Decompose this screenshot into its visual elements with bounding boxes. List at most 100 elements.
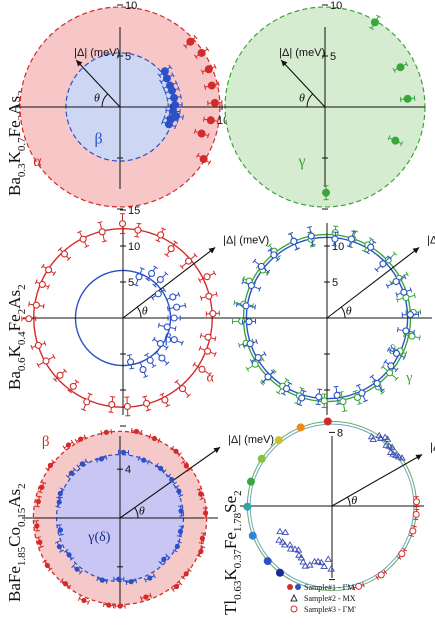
row2-sub: 2 <box>16 284 28 290</box>
error-cap <box>187 467 192 472</box>
error-cap <box>186 393 191 398</box>
data-point-γ(δ) <box>147 575 153 581</box>
error-cap <box>184 302 187 308</box>
error-cap <box>413 292 416 298</box>
y-axis-label: |Δ| (meV) <box>223 234 269 246</box>
error-cap <box>333 385 339 388</box>
data-point-δ <box>246 340 254 348</box>
data-point-β <box>156 340 164 348</box>
error-cap <box>385 283 389 289</box>
error-cap <box>180 94 182 100</box>
error-cap <box>37 490 43 494</box>
data-point-δ <box>264 373 272 381</box>
error-cap <box>213 64 217 70</box>
data-point-sample1 <box>274 436 283 445</box>
error-cap <box>108 411 114 414</box>
error-cap <box>51 459 56 464</box>
data-point-β <box>158 354 166 362</box>
error-cap <box>351 230 357 233</box>
data-point-sample2 <box>291 545 299 552</box>
error-cap <box>383 359 388 364</box>
data-point-β <box>162 74 171 83</box>
row3-el: As <box>5 489 24 508</box>
error-cap <box>174 124 177 130</box>
error-cap <box>57 496 64 499</box>
error-cap <box>371 379 377 383</box>
error-cap <box>178 581 183 586</box>
error-cap <box>352 585 356 591</box>
data-point-α <box>32 301 40 309</box>
data-point-sample2 <box>281 528 290 535</box>
data-point-β <box>35 498 42 505</box>
error-cap <box>159 79 163 85</box>
data-point-δ <box>333 391 341 399</box>
error-cap <box>207 133 210 139</box>
error-cap <box>338 391 344 393</box>
error-cap <box>270 369 276 374</box>
arrow-head <box>213 447 221 454</box>
error-cap <box>275 257 281 262</box>
error-cap <box>193 54 198 60</box>
error-cap <box>403 274 407 280</box>
data-point-sample3 <box>377 571 385 579</box>
row-label-4: Tl0.63K0.37Fe1.78Se2 <box>221 490 244 615</box>
error-cap <box>84 458 89 464</box>
data-point-α <box>185 257 193 265</box>
error-cap <box>307 226 313 228</box>
y-tick-label: 5 <box>128 277 134 289</box>
data-point-γ(δ) <box>98 456 105 462</box>
error-cap <box>78 570 83 575</box>
error-cap <box>207 160 212 166</box>
error-cap <box>346 245 352 248</box>
error-cap <box>193 252 198 258</box>
error-cap <box>236 301 238 308</box>
error-cap <box>172 549 178 553</box>
error-cap <box>74 379 80 384</box>
error-cap <box>76 464 81 470</box>
y-tick-label: 5 <box>125 51 131 63</box>
data-point-δ <box>254 353 262 362</box>
error-cap <box>67 584 72 590</box>
arrow-head <box>76 60 83 67</box>
data-point-γ(δ) <box>57 490 63 497</box>
error-cap <box>140 429 143 435</box>
error-cap <box>42 303 45 309</box>
data-point-γ <box>238 317 246 325</box>
error-cap <box>144 352 149 357</box>
error-cap <box>155 239 161 243</box>
row2-el: Fe <box>5 314 24 331</box>
error-cap <box>363 399 369 403</box>
error-cap <box>165 553 170 558</box>
data-point-sample3 <box>413 498 421 506</box>
y-axis-label: |Δ| (meV) <box>279 47 325 59</box>
error-cap <box>30 344 34 351</box>
data-point-α <box>206 116 215 125</box>
data-point-γ <box>396 63 405 72</box>
data-point-β <box>151 435 158 442</box>
data-point-sample2 <box>280 541 289 548</box>
error-cap <box>177 86 180 92</box>
data-point-γ(δ) <box>128 579 134 585</box>
error-cap <box>177 505 184 507</box>
data-point-sample1 <box>323 417 332 426</box>
data-point-γ(δ) <box>158 465 164 471</box>
error-cap <box>216 118 219 124</box>
data-point-β <box>62 581 69 587</box>
data-point-β <box>81 597 87 604</box>
error-cap <box>168 64 173 70</box>
error-cap <box>392 346 396 351</box>
data-point-β <box>148 269 156 278</box>
error-cap <box>177 452 182 457</box>
error-cap <box>142 395 148 398</box>
error-cap <box>101 240 108 243</box>
data-point-α <box>69 382 77 390</box>
panel-1a: 510510θ|Δ| (meV)αβ <box>12 0 230 210</box>
error-cap <box>352 389 358 393</box>
error-cap <box>159 392 165 396</box>
error-cap <box>180 460 186 464</box>
data-point-β <box>117 603 123 609</box>
data-point-β <box>135 273 143 281</box>
legend-label: Sample#1 - ΓM <box>304 583 354 592</box>
error-cap <box>162 469 167 474</box>
data-point-sample2 <box>278 538 287 545</box>
